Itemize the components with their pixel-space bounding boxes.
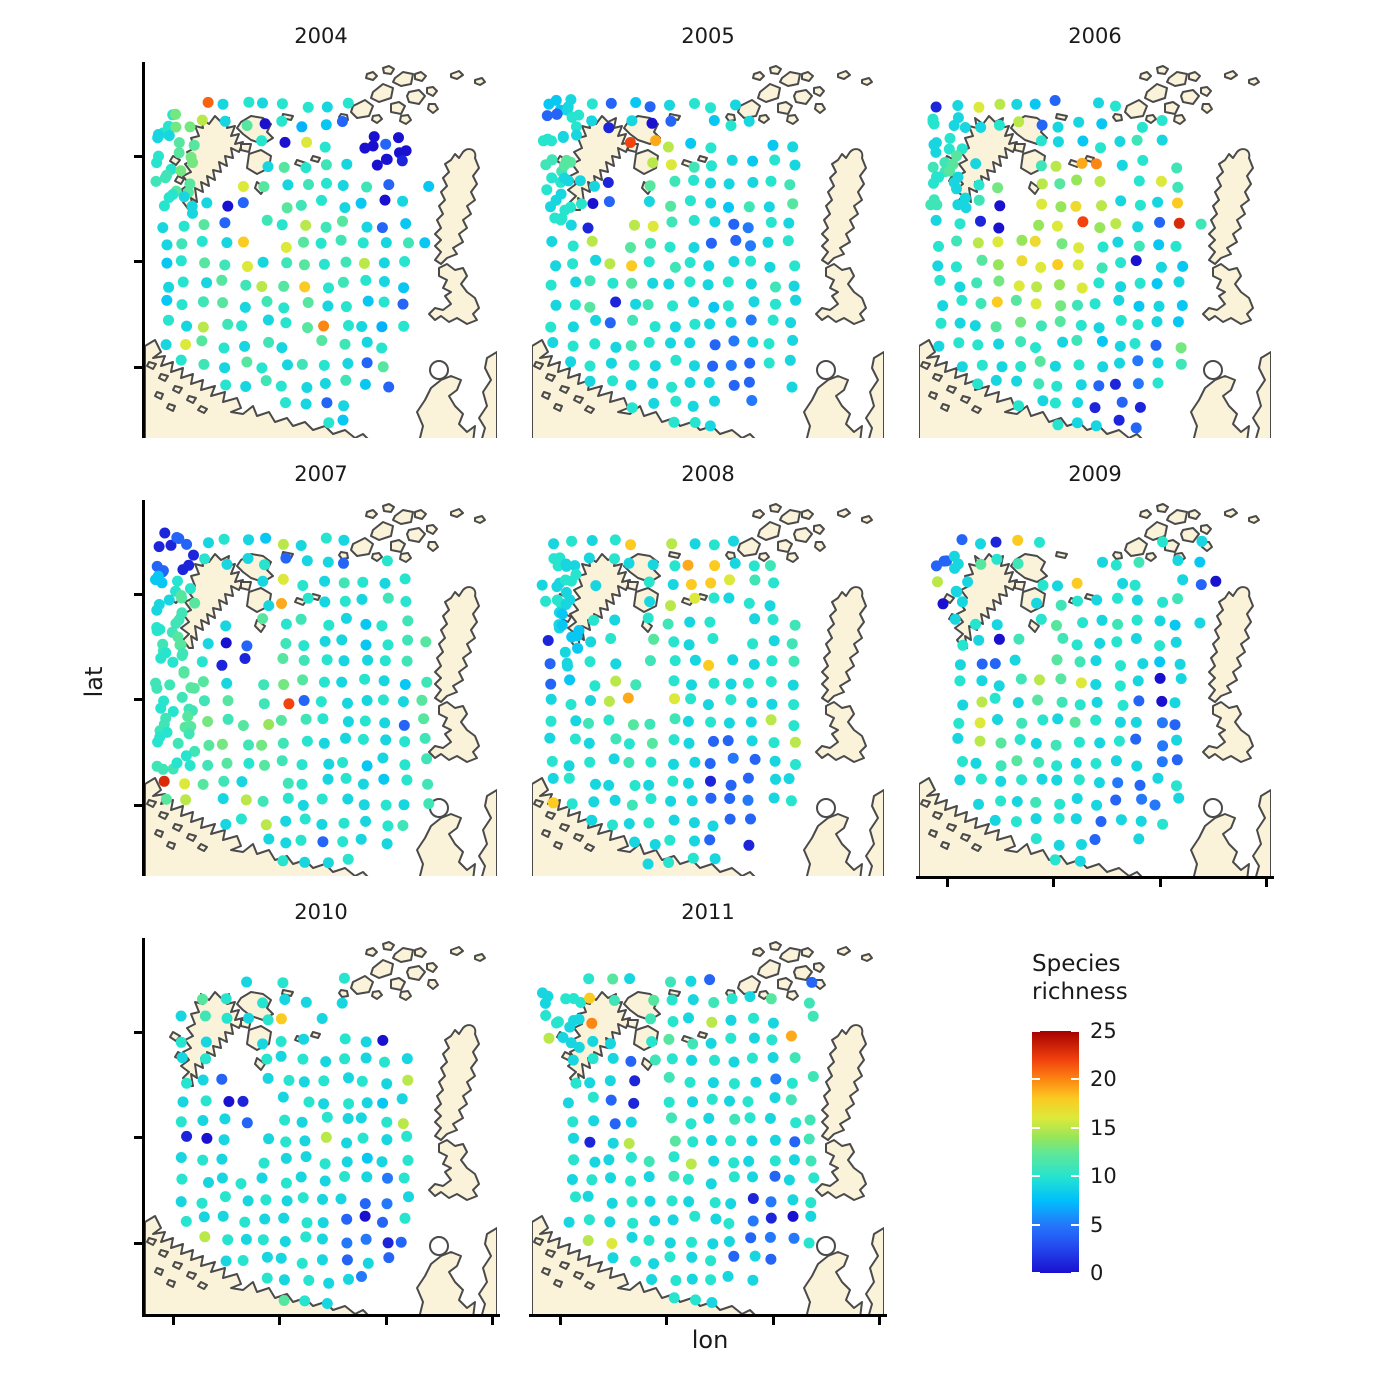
y-axis-tick — [134, 1136, 142, 1139]
x-axis-tick — [665, 1317, 668, 1325]
facet-title: 2009 — [1068, 462, 1122, 486]
x-axis-line — [142, 1314, 500, 1317]
map-panel-2009 — [919, 500, 1271, 876]
facet-title: 2006 — [1068, 24, 1122, 48]
x-axis-tick — [278, 1317, 281, 1325]
land-layer — [145, 941, 497, 1314]
colorbar-tick-mark — [1071, 1126, 1079, 1129]
x-axis-tick — [172, 1317, 175, 1325]
colorbar-tick-mark — [1032, 1126, 1040, 1129]
colorbar-tick-mark — [1071, 1223, 1079, 1226]
colorbar-tick-label: 25 — [1090, 1019, 1117, 1043]
map-panel-2008 — [532, 500, 884, 876]
map-svg — [145, 941, 497, 1314]
y-axis-label: lat — [80, 666, 108, 698]
y-axis-line — [142, 62, 145, 438]
legend-title: Species richness — [1032, 950, 1232, 1006]
station-dots-layer — [536, 534, 801, 870]
map-svg — [532, 941, 884, 1314]
colorbar-tick-label: 10 — [1090, 1164, 1117, 1189]
y-axis-tick — [134, 593, 142, 596]
y-axis-tick — [134, 155, 142, 158]
legend-title-line1: Species — [1032, 951, 1121, 977]
map-panel-2005 — [532, 62, 884, 438]
y-axis-tick — [134, 804, 142, 807]
map-svg — [919, 503, 1271, 876]
map-svg — [919, 65, 1271, 438]
x-axis-tick — [559, 1317, 562, 1325]
land-layer — [145, 65, 497, 438]
x-axis-tick — [946, 879, 949, 887]
colorbar-tick-label: 5 — [1090, 1212, 1104, 1237]
land-layer — [919, 65, 1271, 438]
station-dots-layer — [930, 534, 1222, 867]
x-axis-tick — [1265, 879, 1268, 887]
colorbar-tick-mark — [1032, 1030, 1040, 1032]
y-axis-line — [142, 938, 145, 1314]
x-axis-tick — [491, 1317, 494, 1325]
land-layer — [919, 503, 1271, 876]
y-axis-tick — [134, 698, 142, 701]
map-panel-2006 — [919, 62, 1271, 438]
colorbar-tick-mark — [1032, 1272, 1040, 1274]
map-svg — [532, 503, 884, 876]
x-axis-label: lon — [691, 1326, 729, 1354]
facet-title: 2008 — [681, 462, 735, 486]
colorbar-gradient — [1032, 1031, 1079, 1273]
map-svg — [145, 503, 497, 876]
x-axis-tick — [772, 1317, 775, 1325]
station-dots-layer — [175, 972, 414, 1309]
x-axis-line — [916, 876, 1274, 879]
colorbar-tick-mark — [1071, 1030, 1079, 1032]
colorbar-tick-mark — [1071, 1078, 1079, 1081]
y-axis-tick — [134, 366, 142, 369]
y-axis-line — [142, 500, 145, 876]
facet-title: 2004 — [294, 24, 348, 48]
colorbar-tick-label: 20 — [1090, 1067, 1117, 1092]
colorbar-legend: Species richness 25 20 15 10 5 0 — [1032, 950, 1232, 1284]
station-dots-layer — [150, 96, 435, 429]
map-panel-2010 — [145, 938, 497, 1314]
colorbar-tick-label: 15 — [1090, 1115, 1117, 1140]
map-panel-2007 — [145, 500, 497, 876]
colorbar-tick-mark — [1032, 1078, 1040, 1081]
y-axis-tick — [134, 1242, 142, 1245]
y-axis-tick — [134, 1031, 142, 1034]
colorbar-tick-mark — [1032, 1175, 1040, 1178]
y-axis-tick — [134, 260, 142, 263]
x-axis-tick — [1052, 879, 1055, 887]
facet-title: 2010 — [294, 900, 348, 924]
colorbar-tick-label: 0 — [1090, 1261, 1104, 1285]
station-dots-layer — [150, 527, 435, 869]
station-dots-layer — [537, 94, 802, 432]
colorbar-tick-mark — [1032, 1223, 1040, 1226]
x-axis-tick — [385, 1317, 388, 1325]
facet-title: 2007 — [294, 462, 348, 486]
map-panel-2011 — [532, 938, 884, 1314]
station-dots-layer — [925, 95, 1207, 434]
facet-title: 2005 — [681, 24, 735, 48]
station-dots-layer — [537, 973, 820, 1308]
x-axis-line — [529, 1314, 887, 1317]
colorbar-tick-mark — [1071, 1272, 1079, 1274]
colorbar-tick-mark — [1071, 1175, 1079, 1178]
map-panel-2004 — [145, 62, 497, 438]
x-axis-tick — [878, 1317, 881, 1325]
legend-title-line2: richness — [1032, 979, 1128, 1005]
x-axis-tick — [1159, 879, 1162, 887]
map-svg — [145, 65, 497, 438]
map-svg — [532, 65, 884, 438]
facet-title: 2011 — [681, 900, 735, 924]
